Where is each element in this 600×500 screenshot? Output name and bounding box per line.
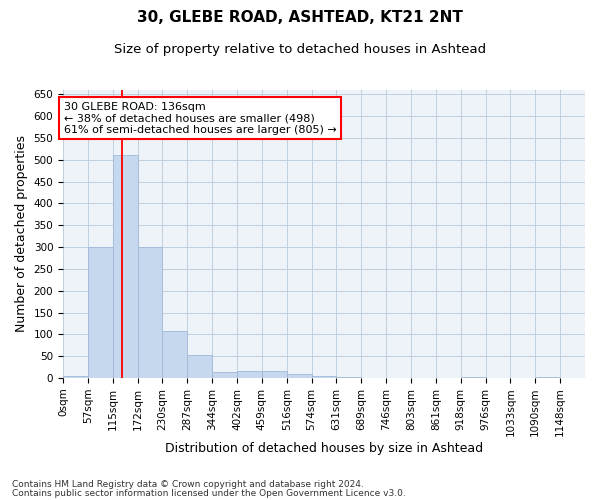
Bar: [113, 156, 137, 378]
Bar: [187, 356, 212, 378]
Bar: [287, 374, 311, 378]
Bar: [237, 372, 262, 378]
Bar: [63, 376, 88, 378]
X-axis label: Distribution of detached houses by size in Ashtead: Distribution of detached houses by size …: [165, 442, 483, 455]
Text: Size of property relative to detached houses in Ashtead: Size of property relative to detached ho…: [114, 42, 486, 56]
Bar: [163, 331, 187, 378]
Bar: [337, 377, 361, 378]
Y-axis label: Number of detached properties: Number of detached properties: [15, 136, 28, 332]
Bar: [535, 376, 560, 378]
Text: 30, GLEBE ROAD, ASHTEAD, KT21 2NT: 30, GLEBE ROAD, ASHTEAD, KT21 2NT: [137, 10, 463, 25]
Bar: [311, 376, 337, 378]
Bar: [461, 376, 485, 378]
Text: Contains public sector information licensed under the Open Government Licence v3: Contains public sector information licen…: [12, 489, 406, 498]
Bar: [262, 372, 287, 378]
Bar: [137, 247, 163, 378]
Text: 30 GLEBE ROAD: 136sqm
← 38% of detached houses are smaller (498)
61% of semi-det: 30 GLEBE ROAD: 136sqm ← 38% of detached …: [64, 102, 337, 135]
Text: Contains HM Land Registry data © Crown copyright and database right 2024.: Contains HM Land Registry data © Crown c…: [12, 480, 364, 489]
Bar: [88, 247, 113, 378]
Bar: [212, 372, 237, 378]
